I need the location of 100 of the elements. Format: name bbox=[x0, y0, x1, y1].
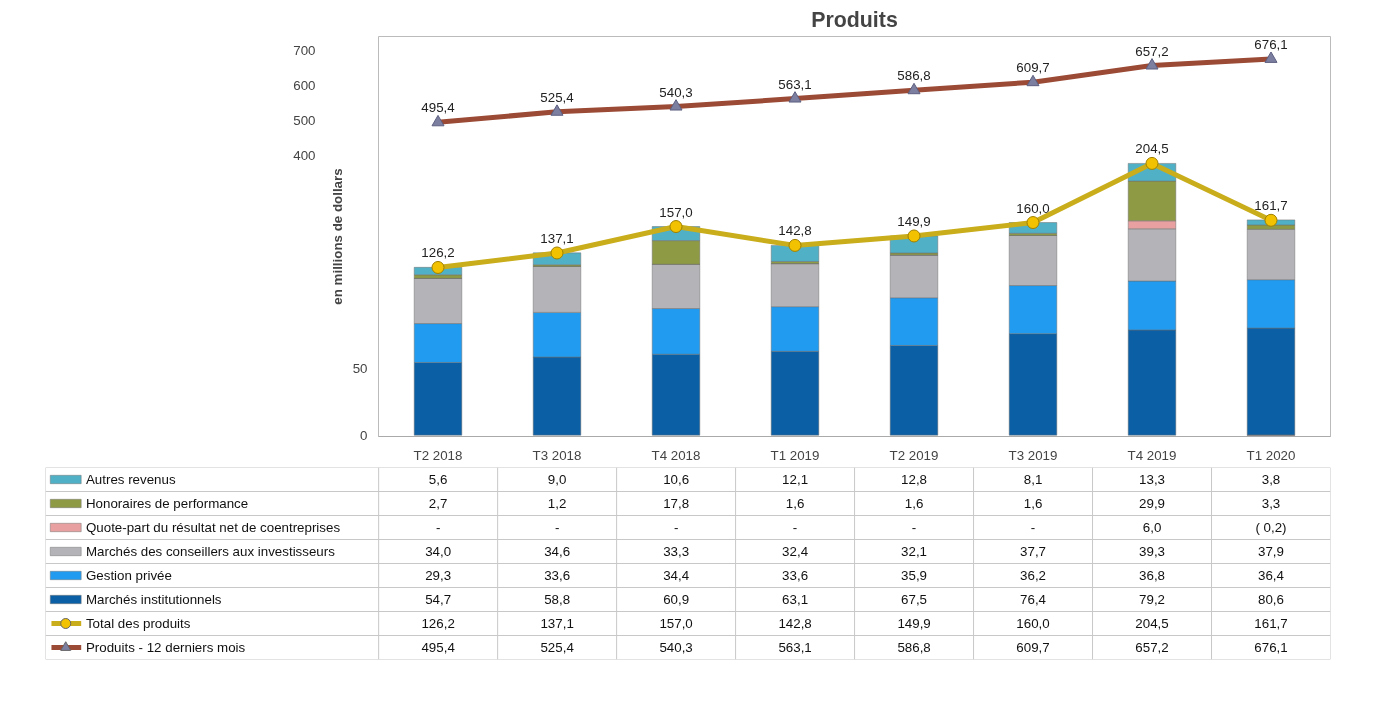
data-label: 17,8 bbox=[663, 496, 690, 511]
data-label: 33,6 bbox=[544, 568, 571, 583]
data-label: - bbox=[911, 520, 917, 535]
data-label: 34,0 bbox=[425, 544, 452, 559]
data-label: 63,1 bbox=[782, 592, 809, 607]
legend-label: Autres revenus bbox=[85, 472, 176, 487]
x-tick-label: T1 2019 bbox=[770, 447, 820, 463]
text: 149,9 bbox=[897, 213, 931, 229]
text: 563,1 bbox=[778, 76, 812, 92]
y-tick-label: 50 bbox=[352, 361, 368, 377]
x-tick-label: T3 2019 bbox=[1008, 447, 1058, 463]
y2-tick-label: 600 bbox=[293, 78, 316, 94]
data-label: 12,1 bbox=[782, 472, 809, 487]
data-label: - bbox=[673, 520, 679, 535]
data-label: 12,8 bbox=[901, 472, 928, 487]
x-tick-label: T1 2020 bbox=[1246, 447, 1296, 463]
x-tick-label: T4 2018 bbox=[651, 447, 701, 463]
data-label: 33,6 bbox=[782, 568, 809, 583]
data-label: 3,8 bbox=[1261, 472, 1281, 487]
data-label: 29,9 bbox=[1139, 496, 1166, 511]
data-label: 586,8 bbox=[897, 640, 931, 655]
legend-label: Quote-part du résultat net de coentreprises bbox=[85, 520, 341, 535]
data-label: 3,3 bbox=[1261, 496, 1281, 511]
data-label: 525,4 bbox=[540, 640, 575, 655]
data-label: 10,6 bbox=[663, 472, 690, 487]
data-label: 35,9 bbox=[901, 568, 928, 583]
data-label: 39,3 bbox=[1139, 544, 1166, 559]
data-label: 149,9 bbox=[897, 616, 931, 631]
data-label: 495,4 bbox=[421, 640, 456, 655]
data-label: 204,5 bbox=[1135, 616, 1169, 631]
data-label: 36,2 bbox=[1020, 568, 1047, 583]
text: 676,1 bbox=[1254, 36, 1288, 52]
data-label: 37,7 bbox=[1020, 544, 1047, 559]
text: 586,8 bbox=[897, 68, 931, 84]
data-label: - bbox=[554, 520, 560, 535]
data-label: 9,0 bbox=[547, 472, 567, 487]
data-label: - bbox=[435, 520, 441, 535]
data-label: 29,3 bbox=[425, 568, 452, 583]
data-label: 67,5 bbox=[901, 592, 928, 607]
data-label: 1,6 bbox=[1023, 496, 1043, 511]
data-label: 657,2 bbox=[1135, 640, 1169, 655]
x-tick-label: T2 2018 bbox=[413, 447, 463, 463]
data-label: 5,6 bbox=[428, 472, 448, 487]
x-tick-label: T4 2019 bbox=[1127, 447, 1177, 463]
data-label: 1,6 bbox=[785, 496, 805, 511]
text: 161,7 bbox=[1254, 198, 1288, 214]
data-label: 34,6 bbox=[544, 544, 571, 559]
text: 525,4 bbox=[540, 89, 574, 105]
data-label: 13,3 bbox=[1139, 472, 1166, 487]
text: 609,7 bbox=[1016, 60, 1050, 76]
text: 657,2 bbox=[1135, 43, 1169, 59]
legend-label: Gestion privée bbox=[85, 568, 172, 583]
data-label: 76,4 bbox=[1020, 592, 1047, 607]
data-label: - bbox=[792, 520, 798, 535]
data-label: 32,1 bbox=[901, 544, 928, 559]
legend-label: Marchés institutionnels bbox=[85, 592, 222, 607]
y2-tick-label: 400 bbox=[293, 148, 316, 164]
y-axis-title: en millions de dollars bbox=[329, 168, 345, 305]
data-label: 54,7 bbox=[425, 592, 452, 607]
data-label: 160,0 bbox=[1016, 616, 1050, 631]
data-label: 157,0 bbox=[659, 616, 693, 631]
x-tick-label: T3 2018 bbox=[532, 447, 582, 463]
data-label: 137,1 bbox=[540, 616, 574, 631]
data-label: 8,1 bbox=[1023, 472, 1043, 487]
x-tick-label: T2 2019 bbox=[889, 447, 939, 463]
data-label: 6,0 bbox=[1142, 520, 1162, 535]
data-label: 126,2 bbox=[421, 616, 455, 631]
legend-label: Produits - 12 derniers mois bbox=[85, 640, 246, 655]
data-label: 34,4 bbox=[663, 568, 690, 583]
legend-label: Honoraires de performance bbox=[85, 496, 249, 511]
data-label: 36,4 bbox=[1258, 568, 1285, 583]
text: 142,8 bbox=[778, 223, 812, 239]
data-label: 1,2 bbox=[547, 496, 567, 511]
data-label: 161,7 bbox=[1254, 616, 1288, 631]
text: 540,3 bbox=[659, 84, 693, 100]
legend-label: Total des produits bbox=[85, 616, 191, 631]
text: 160,0 bbox=[1016, 200, 1050, 216]
data-label: 563,1 bbox=[778, 640, 812, 655]
y2-tick-label: 500 bbox=[293, 113, 316, 129]
data-label: 80,6 bbox=[1258, 592, 1284, 607]
data-label: 142,8 bbox=[778, 616, 812, 631]
data-label: 32,4 bbox=[782, 544, 809, 559]
text: 137,1 bbox=[540, 230, 574, 246]
data-label: 79,2 bbox=[1139, 592, 1166, 607]
text: 157,0 bbox=[659, 204, 693, 220]
data-label: 58,8 bbox=[544, 592, 571, 607]
text: 126,2 bbox=[421, 245, 455, 261]
chart-title: Produits bbox=[811, 7, 898, 32]
data-label: 609,7 bbox=[1016, 640, 1050, 655]
legend-label: Marchés des conseillers aux investisseurs bbox=[85, 544, 336, 559]
data-label: 1,6 bbox=[904, 496, 924, 511]
data-label: 676,1 bbox=[1254, 640, 1288, 655]
text: 495,4 bbox=[421, 100, 455, 116]
data-label: 37,9 bbox=[1258, 544, 1284, 559]
data-label: 540,3 bbox=[659, 640, 693, 655]
data-label: ( 0,2) bbox=[1255, 520, 1287, 535]
y2-tick-label: 700 bbox=[293, 43, 316, 59]
y-tick-label: 0 bbox=[360, 427, 368, 443]
data-label: 33,3 bbox=[663, 544, 690, 559]
data-label: 36,8 bbox=[1139, 568, 1166, 583]
